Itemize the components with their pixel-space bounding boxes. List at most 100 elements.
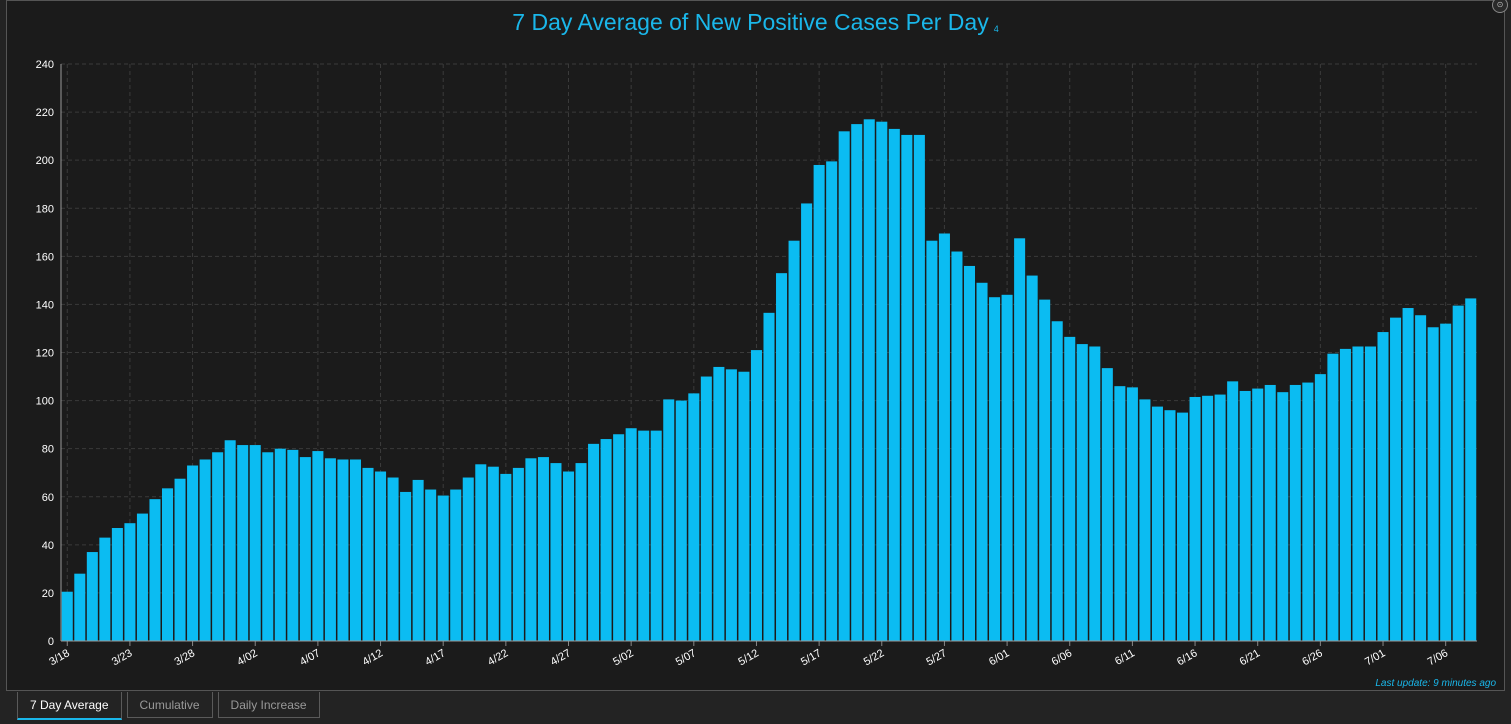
bar: 5/08: 110 xyxy=(700,376,712,641)
bar: 6/14: 96 xyxy=(1164,410,1176,641)
bar: 4/05: 79.5 xyxy=(287,449,299,641)
y-tick-label: 80 xyxy=(42,444,54,456)
bar: 6/25: 107.5 xyxy=(1302,382,1314,641)
y-tick-label: 200 xyxy=(36,155,54,167)
tab-cumulative[interactable]: Cumulative xyxy=(126,692,213,718)
bar: 4/20: 73.5 xyxy=(475,464,487,641)
bar: 6/28: 121.5 xyxy=(1339,348,1351,641)
x-tick-label: 5/27 xyxy=(924,647,949,668)
x-tick-label: 5/07 xyxy=(674,647,699,668)
bar: 5/23: 213 xyxy=(888,128,900,642)
x-tick-label: 6/01 xyxy=(987,647,1012,668)
y-tick-label: 240 xyxy=(36,59,54,71)
bar: 5/06: 100 xyxy=(675,400,687,641)
bar: 5/07: 103 xyxy=(688,393,700,641)
x-tick-label: 4/12 xyxy=(360,647,385,668)
title-note: 4 xyxy=(993,24,999,34)
bar: 4/27: 70.5 xyxy=(562,471,575,641)
y-tick-label: 120 xyxy=(36,348,54,360)
chart-tabs: 7 Day Average Cumulative Daily Increase xyxy=(17,692,320,720)
bar: 5/25: 210.5 xyxy=(913,134,925,641)
x-tick-label: 7/06 xyxy=(1426,647,1451,668)
tab-7-day-average[interactable]: 7 Day Average xyxy=(17,692,122,720)
bar: 4/16: 63 xyxy=(425,489,437,641)
bar: 4/25: 76.5 xyxy=(537,457,549,641)
bar: 6/08: 122.5 xyxy=(1089,346,1101,641)
bar: 7/07: 139.5 xyxy=(1452,305,1464,641)
bar: 3/23: 49 xyxy=(124,523,136,641)
bar: 5/02: 88.5 xyxy=(625,428,637,641)
bar: 6/22: 106.5 xyxy=(1264,384,1276,641)
x-tick-label: 4/07 xyxy=(298,647,323,668)
options-icon[interactable]: ⊙ xyxy=(1492,0,1508,13)
y-tick-label: 220 xyxy=(36,107,54,119)
bar: 5/04: 87.5 xyxy=(650,430,662,641)
bar: 3/20: 37 xyxy=(86,552,98,641)
bar: 3/21: 43 xyxy=(99,537,111,641)
bar: 4/08: 76 xyxy=(324,458,336,641)
bar: 5/24: 210.5 xyxy=(901,134,913,641)
bar: 6/23: 103.5 xyxy=(1277,392,1289,641)
bar: 6/26: 111 xyxy=(1314,374,1326,641)
x-tick-label: 6/26 xyxy=(1300,647,1325,668)
bar: 6/06: 126.5 xyxy=(1064,336,1076,641)
bar: 4/03: 78.5 xyxy=(262,452,274,641)
bar: 3/26: 63.5 xyxy=(161,488,174,641)
bar: 3/30: 78.5 xyxy=(212,452,224,641)
bar: 5/10: 113 xyxy=(725,369,737,641)
bar: 6/17: 102 xyxy=(1202,395,1214,641)
bar: 7/04: 135.5 xyxy=(1415,315,1427,641)
bar: 4/18: 63 xyxy=(450,489,462,641)
y-tick-label: 160 xyxy=(36,251,54,263)
bar: 4/29: 82 xyxy=(588,443,600,641)
x-tick-label: 4/02 xyxy=(235,647,260,668)
bar: 5/12: 121 xyxy=(750,350,762,641)
bar: 6/29: 122.5 xyxy=(1352,346,1364,641)
x-tick-label: 7/01 xyxy=(1363,647,1388,668)
bar: 4/23: 72 xyxy=(512,467,524,641)
bar: 3/28: 73 xyxy=(187,465,199,641)
bar: 4/06: 76.5 xyxy=(299,457,311,641)
bar: 5/11: 112 xyxy=(738,371,750,641)
y-tick-label: 140 xyxy=(36,299,54,311)
tab-daily-increase[interactable]: Daily Increase xyxy=(217,692,320,718)
bar: 6/04: 142 xyxy=(1039,299,1051,641)
bar: 6/18: 102.5 xyxy=(1214,394,1226,641)
bar: 4/12: 70.5 xyxy=(375,471,387,641)
bar: 4/17: 60.5 xyxy=(437,495,449,641)
last-update-text: Last update: 9 minutes ago xyxy=(1375,678,1496,689)
x-tick-label: 6/11 xyxy=(1113,647,1137,668)
y-tick-label: 180 xyxy=(36,203,54,215)
x-tick-label: 3/28 xyxy=(173,647,198,668)
bar: 4/01: 81.5 xyxy=(237,445,249,641)
x-tick-label: 3/23 xyxy=(110,647,135,668)
bar: 4/19: 68 xyxy=(462,477,474,641)
bar: 5/27: 169.5 xyxy=(938,233,950,641)
bar: 7/03: 138.5 xyxy=(1402,308,1414,641)
bar: 4/26: 74 xyxy=(550,463,562,641)
bar: 5/03: 87.5 xyxy=(638,430,650,641)
bar-chart: 0 20 40 60 80 100 120 140 160 180 200 220 240 3/18 3/2… xyxy=(36,59,1477,668)
bar: 5/22: 216 xyxy=(876,121,888,641)
bar: 7/08: 142.5 xyxy=(1465,298,1477,641)
x-tick-label: 4/22 xyxy=(486,647,511,668)
bar: 4/14: 62 xyxy=(400,491,412,641)
bar: 6/15: 95 xyxy=(1177,412,1189,641)
bar: 3/25: 59 xyxy=(149,499,161,641)
bar: 7/06: 132 xyxy=(1440,323,1452,641)
bar: 7/05: 130.5 xyxy=(1427,327,1439,641)
bar: 3/27: 67.5 xyxy=(174,478,186,641)
x-tick-label: 5/22 xyxy=(862,647,887,668)
bar: 5/31: 143 xyxy=(989,297,1001,641)
bar: 4/24: 76 xyxy=(525,458,537,641)
bar: 4/30: 84 xyxy=(600,439,612,641)
bar: 3/22: 47 xyxy=(111,528,123,641)
x-tick-label: 5/12 xyxy=(736,647,761,668)
bar: 5/19: 212 xyxy=(838,131,850,642)
bar: 5/29: 156 xyxy=(963,265,976,641)
bar: 6/03: 152 xyxy=(1026,275,1038,641)
bar: 3/18: 20.5 xyxy=(61,591,73,641)
bar: 4/13: 68 xyxy=(387,477,399,641)
x-tick-label: 4/27 xyxy=(548,647,573,668)
y-tick-label: 100 xyxy=(36,396,54,408)
